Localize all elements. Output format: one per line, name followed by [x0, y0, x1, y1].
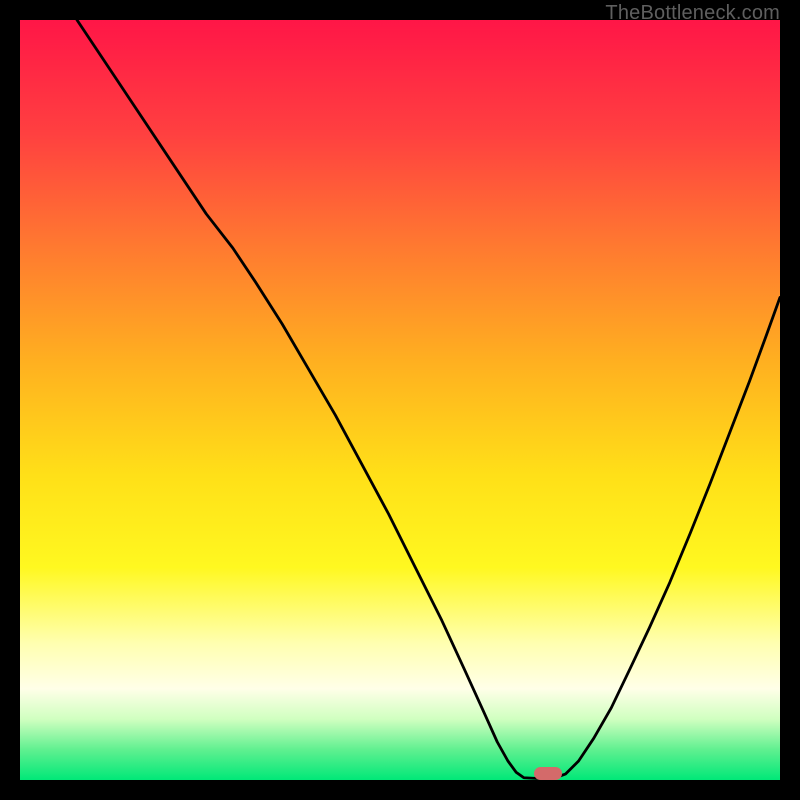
- minimum-marker: [534, 767, 562, 780]
- plot-area: [20, 20, 780, 780]
- chart-frame: TheBottleneck.com: [0, 0, 800, 800]
- watermark-text: TheBottleneck.com: [605, 2, 780, 25]
- bottleneck-curve: [20, 20, 780, 780]
